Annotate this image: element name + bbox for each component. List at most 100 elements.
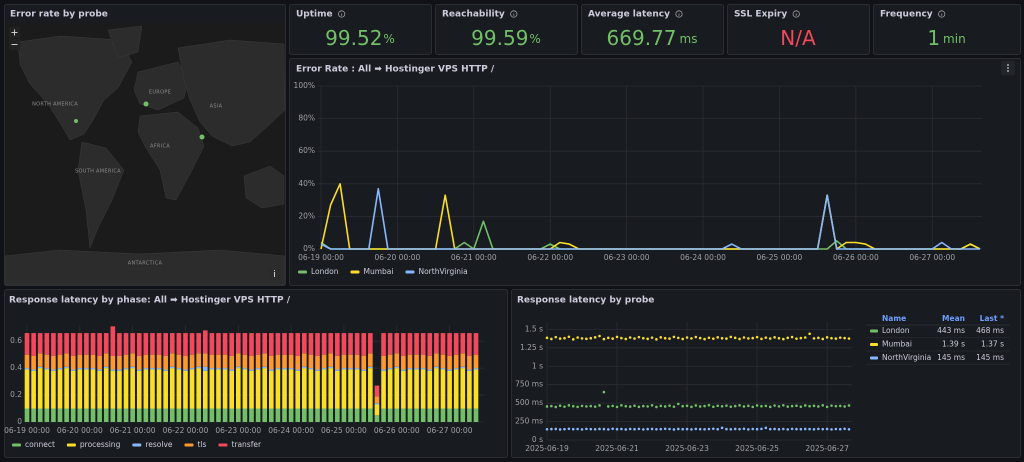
bar-segment xyxy=(183,333,188,356)
point xyxy=(768,337,772,340)
y-tick-label: 750 ms xyxy=(515,380,543,389)
bar-segment xyxy=(57,333,63,355)
point xyxy=(628,427,632,431)
point xyxy=(808,404,811,408)
y-tick-label: 40% xyxy=(298,179,315,188)
bar-segment xyxy=(407,333,413,355)
bar-segment xyxy=(414,333,419,355)
bar-segment xyxy=(136,370,142,409)
bar-segment xyxy=(189,369,195,409)
bar-segment xyxy=(110,355,116,370)
point xyxy=(571,338,575,341)
point xyxy=(760,337,763,341)
bar-segment xyxy=(24,333,30,355)
x-tick-label: 06-26 00:00 xyxy=(374,426,420,435)
point xyxy=(646,405,649,408)
bar-segment xyxy=(440,333,446,355)
point xyxy=(677,336,680,340)
point xyxy=(589,404,593,408)
x-tick-label: 06-23 00:00 xyxy=(604,253,650,262)
bar-segment xyxy=(156,354,162,369)
bar-segment xyxy=(262,333,268,354)
bar-segment xyxy=(130,366,135,369)
bar-segment xyxy=(136,333,142,356)
panel-menu[interactable] xyxy=(1001,61,1015,75)
bar-segment xyxy=(156,369,162,409)
bar-segment xyxy=(209,354,215,369)
point xyxy=(580,337,584,340)
bar-segment xyxy=(268,408,274,422)
legend-header: Name xyxy=(882,314,906,323)
africa xyxy=(137,111,205,201)
stat-panel xyxy=(727,4,870,55)
bar-segment xyxy=(216,333,221,355)
bar-segment xyxy=(282,333,287,355)
probe-panel xyxy=(511,289,1021,458)
bar-segment xyxy=(235,368,241,409)
x-tick-label: 2025-06-23 xyxy=(665,444,709,453)
bar-segment xyxy=(77,333,83,355)
legend-swatch xyxy=(132,443,142,447)
point xyxy=(580,428,584,431)
bar-segment xyxy=(176,354,182,369)
bar-segment xyxy=(288,368,294,370)
bar-segment xyxy=(460,333,466,354)
world-map[interactable] xyxy=(4,23,286,286)
legend-swatch xyxy=(184,443,194,447)
point xyxy=(712,427,715,431)
probe-marker xyxy=(74,119,78,123)
bar-segment xyxy=(202,408,208,422)
bar-segment xyxy=(24,369,30,409)
bar-segment xyxy=(70,408,76,422)
point xyxy=(558,404,562,408)
point xyxy=(659,336,663,339)
bar-segment xyxy=(209,368,215,370)
bar-segment xyxy=(117,370,122,409)
legend-header: Last * xyxy=(980,314,1005,323)
bar-segment xyxy=(235,408,241,422)
bar-segment xyxy=(440,354,446,369)
stat-value: N/A xyxy=(780,26,816,50)
bar-segment xyxy=(97,369,102,371)
bar-segment xyxy=(348,333,353,355)
bar-segment xyxy=(136,355,142,370)
bar-segment xyxy=(341,408,347,422)
bar-segment xyxy=(37,368,43,409)
point xyxy=(698,405,702,408)
point xyxy=(790,404,794,408)
zoom-in[interactable] xyxy=(9,27,20,38)
point xyxy=(545,428,549,431)
point xyxy=(545,405,549,408)
bar-segment xyxy=(70,333,76,356)
bar-segment xyxy=(315,369,320,371)
x-tick-label: 06-20 00:00 xyxy=(375,253,421,262)
bar-segment xyxy=(169,368,175,409)
y-tick-label: 1 s xyxy=(532,361,543,370)
point xyxy=(843,427,846,431)
bar-segment xyxy=(31,370,36,409)
bar-segment xyxy=(407,369,413,409)
bar-segment xyxy=(216,368,221,370)
bar-segment xyxy=(176,408,182,422)
legend-value: 468 ms xyxy=(976,326,1004,335)
stat-number: N/A xyxy=(780,26,816,50)
bar-segment xyxy=(308,408,314,422)
bar-segment xyxy=(123,369,129,409)
map-label: EUROPE xyxy=(149,90,171,96)
bar-segment xyxy=(321,369,327,409)
bar-segment xyxy=(321,368,327,370)
bar-segment xyxy=(434,333,439,354)
map-info[interactable] xyxy=(269,268,280,280)
bar-segment xyxy=(222,333,228,355)
bar-segment xyxy=(209,408,215,422)
bar-segment xyxy=(473,333,479,355)
bar-segment xyxy=(295,355,301,370)
bar-segment xyxy=(70,369,76,371)
point xyxy=(668,337,671,340)
point xyxy=(773,336,776,339)
y-tick-label: 0 xyxy=(17,417,22,426)
zoom-out[interactable] xyxy=(9,39,20,50)
bar-segment xyxy=(453,333,459,355)
bar-segment xyxy=(189,408,195,422)
bar-segment xyxy=(123,354,129,369)
